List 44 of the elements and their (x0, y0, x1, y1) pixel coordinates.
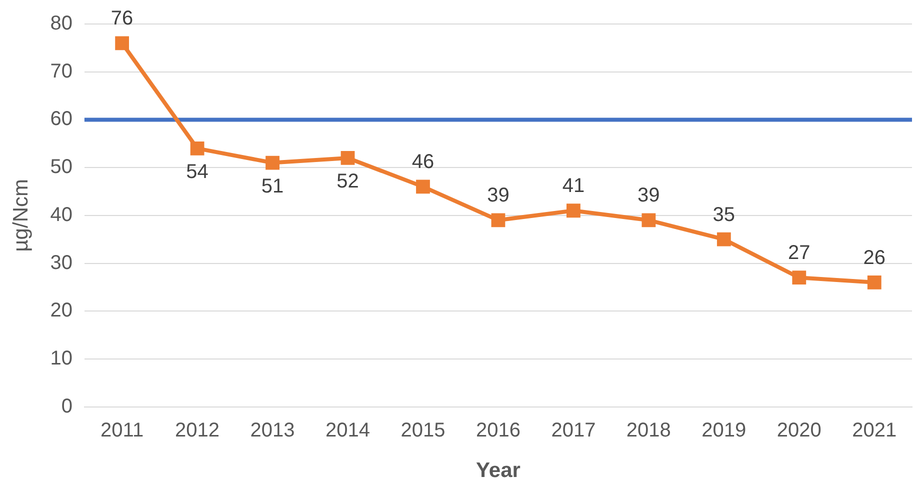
y-tick-label: 10 (50, 347, 72, 370)
data-label: 52 (336, 170, 359, 192)
x-tick-label: 2013 (250, 419, 295, 442)
point (867, 275, 882, 290)
data-label: 39 (487, 184, 510, 207)
y-tick-label: 0 (61, 395, 72, 418)
point (190, 141, 204, 156)
data-label: 41 (562, 175, 585, 198)
y-tick-label: 20 (50, 300, 72, 322)
x-tick-label: 2020 (776, 419, 822, 442)
point (340, 151, 355, 165)
x-tick-label: 2021 (852, 419, 897, 442)
y-tick-label: 40 (50, 204, 72, 226)
y-tick-label: 50 (50, 156, 72, 178)
y-tick-label: 30 (50, 252, 72, 274)
x-tick-label: 2012 (175, 419, 220, 442)
y-tick-label: 70 (50, 60, 72, 82)
data-label: 54 (186, 160, 208, 183)
data-label: 76 (110, 8, 134, 30)
x-tick-label: 2017 (551, 419, 596, 442)
data-label: 26 (863, 246, 886, 269)
x-tick-label: 2019 (702, 419, 746, 442)
x-axis-title: Year (476, 459, 520, 482)
point (416, 180, 430, 194)
data-label: 39 (638, 184, 660, 207)
point (566, 204, 580, 218)
y-tick-label: 80 (50, 12, 72, 35)
x-tick-label: 2016 (476, 419, 520, 442)
x-tick-label: 2011 (100, 419, 144, 442)
x-tick-label: 2014 (326, 419, 370, 442)
data-label: 46 (412, 151, 434, 174)
x-tick-label: 2018 (626, 419, 671, 442)
y-tick-label: 60 (50, 108, 72, 130)
x-tick-label: 2015 (400, 419, 446, 442)
data-label: 35 (712, 204, 736, 226)
point (642, 213, 656, 228)
point (266, 156, 280, 170)
point (491, 213, 506, 228)
point (792, 270, 806, 285)
point (115, 36, 130, 50)
data-label: 51 (261, 175, 284, 198)
data-label: 27 (788, 242, 810, 264)
y-axis-title: µg/Ncm (9, 179, 32, 252)
point (716, 232, 731, 246)
